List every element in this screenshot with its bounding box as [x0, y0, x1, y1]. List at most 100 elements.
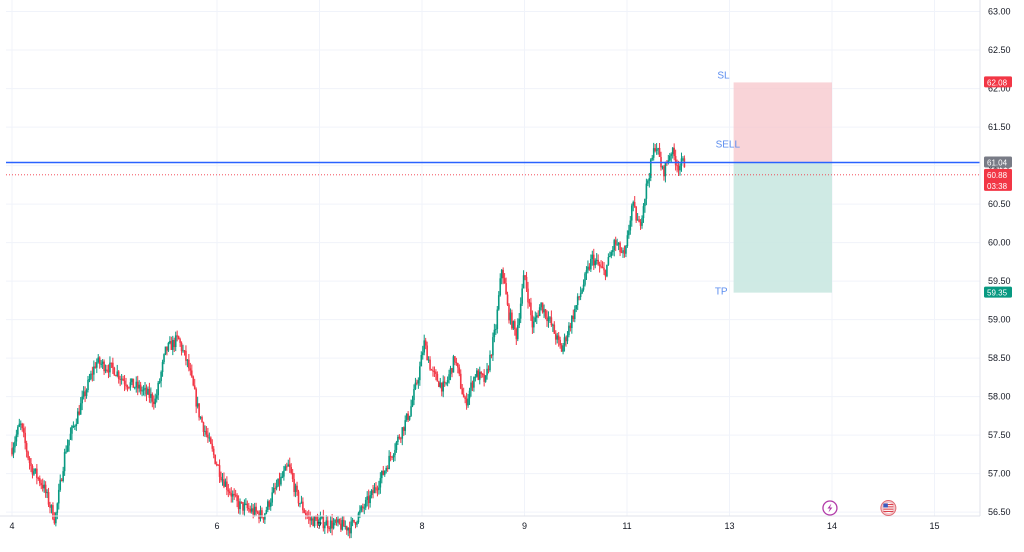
candle-body — [550, 317, 553, 326]
candle-body — [231, 493, 234, 497]
candle-body — [636, 219, 639, 221]
candle-body — [382, 470, 385, 475]
candle-body — [300, 501, 303, 504]
candle-body — [97, 357, 100, 363]
lightning-bolt — [827, 503, 833, 513]
entry-price-tag-text: 61.04 — [987, 159, 1008, 168]
time-axis[interactable]: 4 6 7 8 9 11 13 14 15 — [0, 515, 980, 531]
candle-body — [356, 522, 358, 525]
candle-body — [169, 341, 171, 344]
candle-body — [600, 266, 602, 268]
candle-body — [138, 384, 140, 389]
candle-body — [63, 452, 66, 472]
candle-body — [354, 522, 357, 525]
candle-body — [259, 510, 262, 519]
candle-body — [489, 354, 491, 371]
event-markers[interactable] — [822, 500, 897, 516]
candle-body — [288, 464, 291, 468]
price-tick-label: 59.00 — [988, 315, 1011, 325]
candle-body — [120, 378, 123, 380]
candle-body — [125, 384, 127, 387]
candle-body — [152, 401, 155, 405]
candle-body — [253, 506, 256, 515]
candle-body — [429, 359, 431, 370]
candle-body — [242, 502, 244, 511]
candle-body — [497, 295, 500, 310]
lightning-icon[interactable] — [822, 500, 838, 516]
flag-canton — [883, 503, 888, 508]
candle-body — [502, 269, 504, 279]
candle-body — [617, 242, 620, 245]
candle-body — [386, 467, 389, 469]
candle-body — [647, 180, 649, 184]
candle-body — [40, 483, 43, 485]
candle-body — [132, 378, 135, 388]
candle-body — [250, 508, 253, 512]
sell-label: SELL — [716, 140, 741, 151]
candle-body — [379, 478, 382, 488]
candle-body — [98, 357, 101, 365]
price-tick-label: 60.50 — [988, 199, 1011, 209]
candle-body — [319, 517, 322, 521]
candle-body — [147, 388, 149, 395]
candle-body — [477, 370, 480, 380]
candle-body — [60, 479, 63, 481]
candle-body — [190, 370, 193, 377]
candle-body — [15, 434, 18, 442]
candle-body — [458, 367, 461, 374]
candle-body — [329, 520, 332, 529]
time-tick-label: 9 — [522, 521, 527, 531]
time-tick-label: 8 — [419, 521, 424, 531]
candle-body — [598, 264, 601, 267]
candle-body — [446, 380, 449, 383]
candle-body — [455, 362, 458, 364]
candle-body — [155, 395, 158, 399]
candle-body — [57, 489, 60, 504]
candle-body — [185, 350, 187, 361]
candle-body — [435, 371, 437, 374]
candle-body — [66, 445, 69, 452]
stop-loss-zone[interactable] — [733, 82, 832, 163]
candle-body — [553, 324, 556, 334]
candle-body — [651, 157, 654, 160]
us-flag-icon[interactable] — [880, 500, 897, 516]
candle-body — [619, 242, 621, 253]
candle-body — [569, 325, 572, 329]
candle-body — [436, 373, 439, 382]
price-tick-label: 58.00 — [988, 392, 1011, 402]
candle-body — [283, 470, 285, 477]
candle-body — [603, 267, 605, 271]
candle-body — [33, 471, 35, 475]
candle-body — [609, 256, 611, 258]
position-labels: SL TP SELL — [715, 70, 741, 297]
candle-body — [52, 505, 54, 520]
candle-body — [343, 519, 345, 527]
candle-body — [154, 398, 157, 405]
candle-body — [457, 363, 459, 368]
candle-body — [584, 273, 586, 285]
candle-body — [24, 432, 26, 444]
candle-body — [410, 406, 412, 416]
candle-body — [483, 374, 485, 382]
candle-body — [581, 289, 583, 294]
candle-body — [249, 509, 252, 512]
candle-body — [90, 373, 92, 380]
candle-body — [177, 336, 180, 340]
candle-body — [438, 381, 440, 387]
candle-body — [633, 202, 636, 207]
candle-body — [430, 369, 433, 371]
position-zones[interactable] — [733, 82, 832, 293]
candle-body — [186, 359, 189, 361]
candle-body — [395, 441, 398, 450]
candle-body — [578, 296, 580, 298]
candle-body — [518, 318, 521, 326]
candle-body — [338, 519, 341, 524]
candle-body — [17, 426, 19, 435]
candle-body — [357, 513, 360, 523]
candle-body — [516, 325, 519, 340]
candle-body — [136, 381, 139, 389]
candle-body — [674, 156, 677, 166]
take-profit-zone[interactable] — [733, 162, 832, 293]
